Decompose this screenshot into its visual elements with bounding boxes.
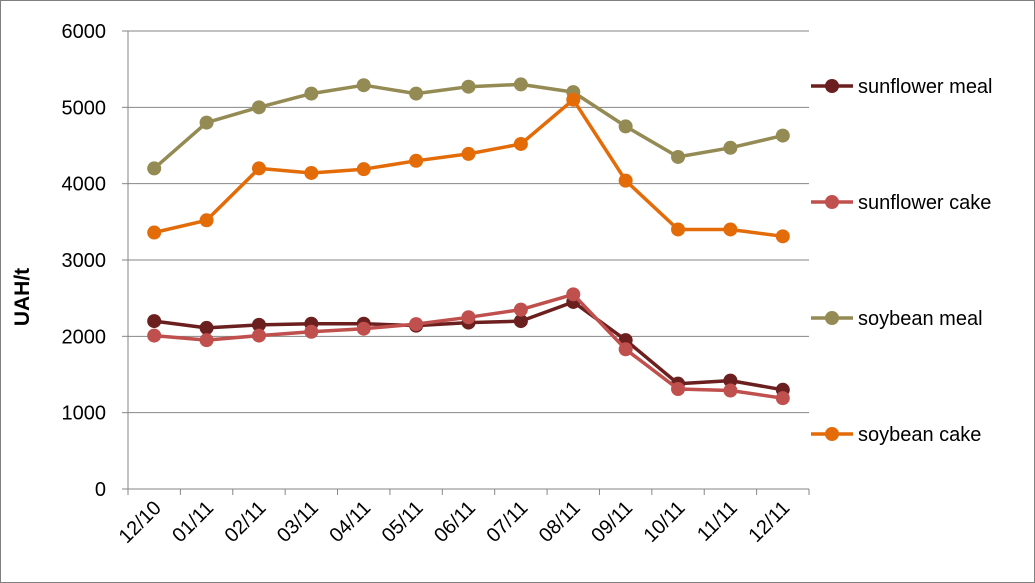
data-point (461, 310, 476, 325)
data-point (723, 373, 738, 388)
y-tick-label: 0 (95, 479, 106, 501)
legend-item: sunflower meal (811, 76, 993, 98)
data-point (618, 173, 633, 188)
x-tick-label: 04/11 (325, 497, 375, 547)
data-point (147, 314, 162, 329)
legend-item: sunflower cake (811, 192, 991, 214)
legend-marker (825, 427, 839, 441)
x-tick-label: 06/11 (430, 497, 480, 547)
data-point (461, 79, 476, 94)
x-tick-label: 08/11 (535, 497, 585, 547)
series-lines (147, 77, 790, 406)
data-point (199, 320, 214, 335)
legend-label: sunflower meal (858, 76, 993, 98)
data-point (147, 328, 162, 343)
data-point (775, 128, 790, 143)
data-point (513, 77, 528, 92)
data-point (409, 86, 424, 101)
x-tick-label: 12/11 (744, 497, 794, 547)
data-point (723, 383, 738, 398)
legend-label: soybean cake (858, 424, 981, 446)
gridlines (128, 30, 809, 490)
legend-marker (825, 79, 839, 93)
data-point (671, 382, 686, 397)
legend-label: sunflower cake (858, 192, 991, 214)
y-tick-label: 6000 (62, 21, 107, 43)
legend: sunflower meal sunflower cake soybean meal… (811, 76, 993, 446)
data-point (409, 317, 424, 332)
data-point (566, 287, 581, 302)
series-line (153, 97, 784, 239)
data-point (147, 161, 162, 176)
data-point (671, 149, 686, 164)
data-point (251, 100, 266, 115)
x-tick-label: 10/11 (640, 497, 690, 547)
data-point (356, 321, 371, 336)
data-point (251, 328, 266, 343)
x-tick-label: 03/11 (273, 497, 323, 547)
x-tick-label: 07/11 (483, 497, 533, 547)
x-tick-label: 11/11 (693, 497, 742, 546)
data-point (618, 342, 633, 357)
x-tick-label: 09/11 (587, 497, 637, 547)
data-point (356, 78, 371, 93)
data-point (513, 302, 528, 317)
data-point (775, 229, 790, 244)
data-point (513, 314, 528, 329)
data-point (409, 153, 424, 168)
data-point (618, 119, 633, 134)
data-point (199, 333, 214, 348)
data-point (199, 115, 214, 130)
data-point (775, 391, 790, 406)
x-tick-label: 05/11 (378, 497, 428, 547)
legend-item: soybean cake (811, 424, 981, 446)
data-point (304, 86, 319, 101)
data-point (671, 222, 686, 237)
data-point (513, 136, 528, 151)
y-tick-label: 5000 (62, 97, 107, 119)
legend-item: soybean meal (811, 308, 983, 330)
y-tick-label: 1000 (62, 403, 107, 425)
data-point (304, 324, 319, 339)
data-point (251, 161, 266, 176)
data-point (461, 146, 476, 161)
series-sunflower-cake (147, 287, 790, 406)
legend-label: soybean meal (858, 308, 983, 330)
y-tick-label: 3000 (62, 250, 107, 272)
data-point (251, 317, 266, 332)
y-tick-label: 4000 (62, 174, 107, 196)
data-point (304, 165, 319, 180)
data-point (356, 162, 371, 177)
data-point (566, 92, 581, 107)
x-tick-label: 02/11 (221, 497, 271, 547)
x-tick-label: 01/11 (168, 497, 218, 547)
legend-marker (825, 311, 839, 325)
y-tick-label: 2000 (62, 326, 107, 348)
series-soybean-cake (147, 92, 790, 244)
data-point (199, 213, 214, 228)
axes: 0 1000 2000 3000 4000 5000 6000 12/10 01/11 02/11… (62, 21, 810, 548)
y-axis-title: UAH/t (11, 268, 34, 326)
data-point (723, 222, 738, 237)
legend-marker (825, 195, 839, 209)
x-tick-label: 12/10 (115, 497, 166, 548)
data-point (723, 140, 738, 155)
data-point (147, 225, 162, 240)
